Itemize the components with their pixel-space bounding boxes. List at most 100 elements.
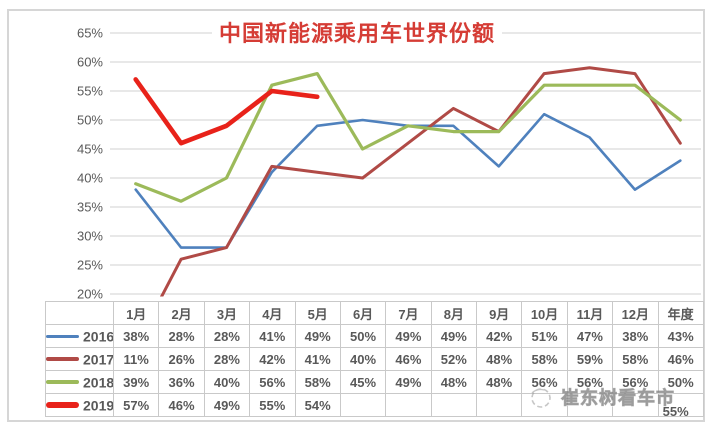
value-cell: 45% — [339, 370, 387, 394]
value-text: 43% — [667, 328, 694, 344]
month-header-cell: 7月 — [385, 301, 432, 325]
table-corner-cell — [45, 301, 114, 325]
value-cell: 46% — [385, 347, 432, 371]
series-line-2018 — [134, 71, 682, 203]
value-cell: 50% — [339, 324, 387, 348]
value-text: 11% — [123, 351, 149, 367]
value-cell: 49% — [430, 324, 478, 348]
value-cell: 56% — [249, 370, 296, 394]
legend-line-swatch-2016 — [46, 334, 79, 339]
legend-line-swatch-2019 — [46, 402, 79, 409]
value-text: 38% — [123, 328, 150, 344]
value-cell: 48% — [475, 370, 523, 394]
value-text: 41% — [304, 351, 331, 367]
value-cell: 41% — [249, 324, 296, 348]
value-cell: 56% — [566, 370, 614, 394]
value-cell — [430, 393, 478, 417]
chart-title: 中国新能源乘用车世界份额 — [212, 20, 502, 47]
month-header-cell: 6月 — [339, 301, 387, 325]
legend-cell-2018: 2018 — [45, 370, 114, 394]
value-cell: 57% — [112, 393, 160, 417]
value-cell — [385, 393, 432, 417]
value-text: 56% — [622, 374, 649, 390]
value-text: 57% — [123, 397, 150, 413]
value-text: 55% — [662, 403, 689, 417]
value-cell — [475, 393, 523, 417]
value-cell: 46% — [657, 347, 704, 371]
y-axis-tick-label: 20% — [77, 287, 103, 301]
value-text: 45% — [350, 374, 377, 390]
value-text: 56% — [259, 374, 286, 390]
value-text: 48% — [486, 351, 513, 367]
value-cell: 46% — [158, 393, 205, 417]
value-text: 39% — [123, 374, 150, 390]
value-text: 48% — [440, 374, 467, 390]
y-axis-tick-label: 45% — [77, 142, 103, 157]
value-cell: 55% — [657, 393, 704, 417]
value-text: 28% — [213, 328, 240, 344]
value-text: 50% — [667, 374, 694, 390]
month-header-cell: 3月 — [203, 301, 251, 325]
value-cell: 58% — [294, 370, 341, 394]
value-cell: 49% — [294, 324, 341, 348]
legend-line-swatch-2018 — [46, 380, 79, 385]
value-text: 36% — [168, 374, 195, 390]
value-cell: 51% — [521, 324, 568, 348]
value-cell: 58% — [521, 347, 568, 371]
value-cell: 59% — [566, 347, 614, 371]
legend-year-label: 2017 — [83, 351, 114, 368]
table-row-2018: 2018 39% 36% 40% 56% 58% 45% 49% 48% 48% 56% 56% 56%… — [45, 370, 704, 394]
month-header-cell: 9月 — [475, 301, 523, 325]
value-cell: 56% — [612, 370, 659, 394]
value-text: 56% — [576, 374, 603, 390]
value-text: 49% — [395, 328, 422, 344]
table-row-2016: 2016 38% 28% 28% 41% 49% 50% 49% 49% 42% 51% 47% 38%… — [45, 324, 704, 348]
value-text: 56% — [531, 374, 558, 390]
value-text: 58% — [304, 374, 331, 390]
table-header-row: 1月 2月 3月 4月 5月 6月 7月 8月 9月 10月 11月 12月 年度 — [45, 301, 704, 325]
value-cell: 11% — [112, 347, 160, 371]
value-text: 42% — [259, 351, 286, 367]
value-text: 46% — [667, 351, 694, 367]
value-text: 54% — [304, 397, 331, 413]
legend-year-label: 2018 — [83, 374, 114, 391]
value-cell: 48% — [475, 347, 523, 371]
y-axis-tick-label: 30% — [77, 229, 103, 244]
value-cell: 49% — [203, 393, 251, 417]
value-cell: 42% — [475, 324, 523, 348]
y-axis-tick-label: 40% — [77, 171, 103, 186]
value-text: 50% — [350, 328, 377, 344]
value-cell: 40% — [339, 347, 387, 371]
legend-cell-2017: 2017 — [45, 347, 114, 371]
value-cell: 56% — [521, 370, 568, 394]
value-cell: 28% — [203, 324, 251, 348]
month-header-cell: 4月 — [249, 301, 296, 325]
month-header-cell: 1月 — [112, 301, 160, 325]
y-axis-tick-label: 65% — [77, 26, 103, 41]
month-header-cell: 8月 — [430, 301, 478, 325]
value-text: 52% — [440, 351, 467, 367]
value-cell: 55% — [249, 393, 296, 417]
month-header-cell: 2月 — [158, 301, 205, 325]
series-line-2017 — [159, 66, 682, 297]
value-text: 49% — [304, 328, 331, 344]
value-text: 58% — [531, 351, 558, 367]
legend-year-label: 2016 — [83, 328, 114, 345]
value-cell: 49% — [385, 324, 432, 348]
value-text: 28% — [213, 351, 240, 367]
value-text: 51% — [531, 328, 558, 344]
y-axis-tick-label: 55% — [77, 84, 103, 99]
legend-year-label: 2019 — [83, 397, 114, 414]
value-cell — [566, 393, 614, 417]
value-cell: 38% — [612, 324, 659, 348]
value-cell: 42% — [249, 347, 296, 371]
value-text: 46% — [395, 351, 422, 367]
legend-line-swatch-2017 — [46, 357, 79, 362]
value-cell: 28% — [158, 324, 205, 348]
value-cell: 36% — [158, 370, 205, 394]
y-axis-tick-label: 60% — [77, 55, 103, 70]
value-text: 38% — [622, 328, 649, 344]
value-text: 49% — [440, 328, 467, 344]
value-cell: 40% — [203, 370, 251, 394]
